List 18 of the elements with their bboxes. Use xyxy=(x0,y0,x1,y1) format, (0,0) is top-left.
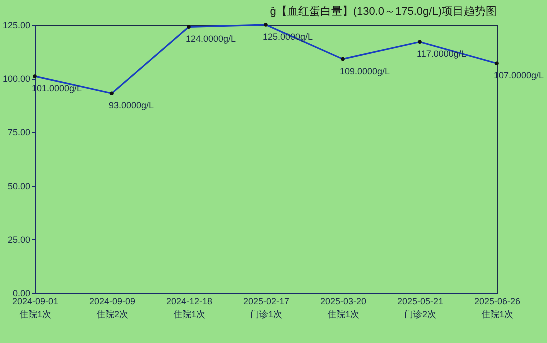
y-tick-label: 75.00 xyxy=(8,128,30,138)
data-label: 109.0000g/L xyxy=(340,66,390,76)
y-tick-label: 125.00 xyxy=(2,20,30,30)
data-label: 117.0000g/L xyxy=(417,49,466,60)
data-label: 93.0000g/L xyxy=(109,100,154,111)
x-tick-label: 2025-05-21 门诊2次 xyxy=(397,296,444,320)
x-tick-label: 2025-03-20 住院1次 xyxy=(320,296,367,320)
y-tick-label: 50.00 xyxy=(8,181,30,192)
y-tick-label: 25.00 xyxy=(8,234,30,245)
x-tick-label: 2024-09-09 住院2次 xyxy=(89,296,136,320)
x-tick-label: 2025-06-26 住院1次 xyxy=(474,296,521,320)
y-tick-label: 0.00 xyxy=(12,288,30,298)
x-tick-label: 2024-09-01 住院1次 xyxy=(12,296,59,320)
y-tick-label: 100.00 xyxy=(2,74,30,84)
x-tick-label: 2024-12-18 住院1次 xyxy=(166,296,213,320)
x-tick-label: 2025-02-17 门诊1次 xyxy=(243,296,290,320)
data-label: 124.0000g/L xyxy=(186,34,236,44)
chart-title: ǧ【血红蛋白量】(130.0～175.0g/L)项目趋势图 xyxy=(270,5,497,18)
